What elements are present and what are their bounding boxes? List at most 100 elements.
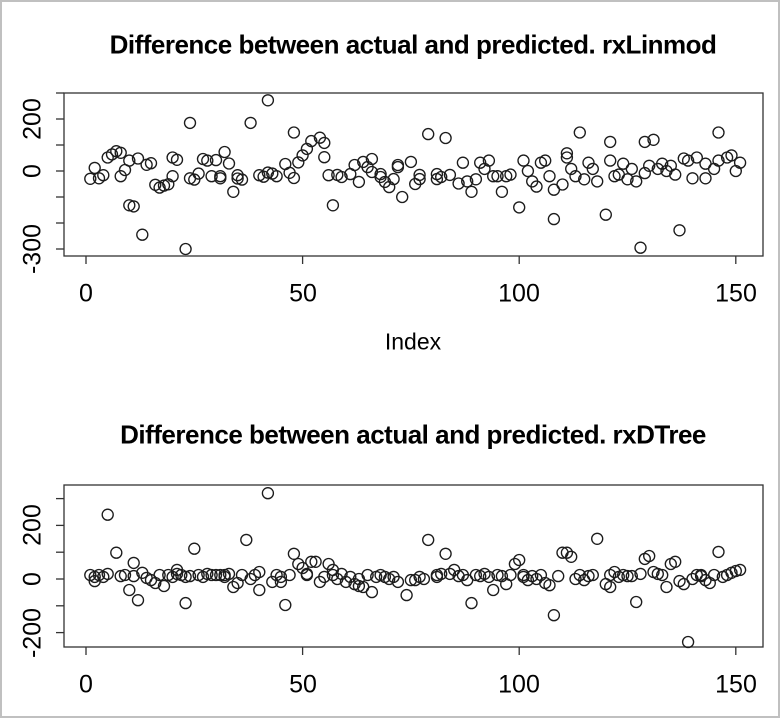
data-point [547,609,561,622]
data-point [365,152,379,166]
data-point [556,178,569,191]
data-point [231,169,244,182]
data-point [257,170,270,183]
plot1-area [56,92,764,264]
data-point [699,172,712,185]
data-point [422,127,435,141]
data-point [560,151,574,164]
data-point [205,568,218,582]
data-point [560,546,574,559]
data-point [560,147,574,160]
data-point [582,156,595,169]
data-point [604,154,617,167]
data-point [643,159,656,172]
data-point [638,166,651,180]
data-point [214,170,227,183]
data-point [127,200,140,213]
data-point [621,569,634,583]
data-point [634,567,647,581]
data-point [253,565,266,579]
data-point [361,568,374,582]
data-point [309,555,322,568]
data-point [192,167,205,180]
data-point [344,570,357,584]
data-point [521,573,535,587]
plot2-box [63,484,764,648]
plot2-x-tick-label-0: 0 [79,670,93,699]
data-point [461,175,474,188]
data-point [673,224,686,237]
data-point [404,573,418,587]
data-point [396,190,409,204]
data-point [681,154,695,167]
data-point [491,568,504,582]
data-point [539,154,552,167]
data-point [279,598,292,612]
data-point [435,170,448,184]
data-point [495,185,509,198]
data-point [153,568,166,582]
data-point [240,533,253,547]
plot1-x-tick-label-0: 0 [79,279,93,308]
data-point [131,594,145,607]
data-point [318,570,331,584]
data-point [729,164,742,178]
data-point [296,149,309,162]
data-point [517,154,530,167]
data-point [179,596,192,610]
data-point [218,568,231,582]
data-point [681,635,695,649]
data-point [305,555,318,568]
data-point [274,570,288,584]
data-point [586,162,599,176]
data-point [404,155,418,169]
data-point [118,568,132,582]
data-point [391,575,405,589]
data-point [222,567,236,581]
data-point [547,212,561,226]
data-point [413,172,426,186]
plot2-y-tick-label-0: 0 [18,572,47,586]
data-point [604,580,617,594]
data-point [630,595,643,609]
data-point [201,154,214,167]
data-point [253,583,266,597]
data-point [270,170,283,183]
data-point [231,172,244,185]
data-point [690,151,703,164]
data-point [656,157,669,170]
data-point [123,199,136,212]
data-point [508,557,522,571]
data-point [274,575,288,589]
data-point [179,570,192,584]
data-point [465,596,478,610]
data-point [573,126,586,139]
data-point [482,154,496,167]
data-point [227,185,240,198]
data-point [712,126,725,139]
plot1-y-tick-label-0: 0 [18,164,47,178]
data-point [391,158,405,172]
data-point [305,134,318,148]
data-point [227,580,240,594]
data-point [656,568,669,582]
data-point [565,162,578,176]
data-point [443,168,457,182]
data-point [643,549,656,563]
data-point [439,131,452,145]
data-point [183,116,197,130]
data-point [335,170,348,184]
plot2-title: Difference between actual and predicted.… [120,419,706,450]
data-point [513,553,526,567]
data-point [157,579,171,593]
data-point [170,153,184,166]
data-point [569,170,582,183]
plot1-box [63,92,764,257]
data-point [292,557,305,571]
data-point [669,168,682,181]
data-point [365,585,379,599]
plot2-x-tick-label-50: 50 [289,670,317,699]
data-point [686,172,699,185]
